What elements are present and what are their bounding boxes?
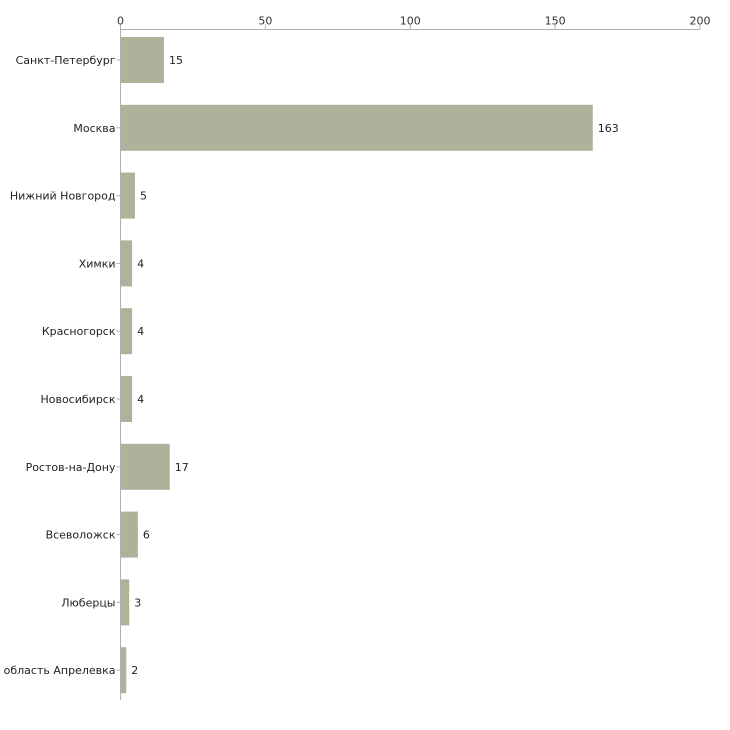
data-label: 5 (140, 190, 147, 203)
category-label: Химки (79, 257, 116, 270)
category-label: Санкт-Петербург (16, 54, 116, 67)
bar (120, 308, 133, 355)
bars: 15 163 5 4 4 4 17 6 3 2 (120, 37, 619, 694)
data-label: 17 (175, 461, 189, 474)
x-axis: 0 50 100 150 200 (117, 15, 711, 30)
bar (120, 37, 164, 83)
data-label: 6 (143, 529, 150, 542)
bar (120, 172, 135, 219)
category-labels: Санкт-Петербург Москва Нижний Новгород Химк… (0, 54, 116, 677)
category-label: Ростов-на-Дону (26, 461, 116, 474)
data-label: 4 (137, 393, 144, 406)
bar (120, 104, 593, 151)
bar (120, 511, 138, 558)
x-tick-label: 0 (117, 15, 124, 28)
category-label: Москва (73, 122, 115, 135)
data-label: 4 (137, 325, 144, 338)
x-tick-label: 200 (690, 15, 711, 28)
y-axis (116, 29, 121, 700)
data-label: 3 (134, 596, 141, 609)
bar (120, 647, 127, 694)
bar (120, 240, 133, 287)
x-tick-label: 100 (400, 15, 421, 28)
category-label: Всеволожск (46, 529, 116, 542)
category-label: Красногорск (42, 325, 116, 338)
category-label: Нижний Новгород (10, 190, 116, 203)
bar (120, 443, 170, 490)
bar (120, 376, 133, 422)
x-tick-label: 50 (258, 15, 272, 28)
data-label: 163 (598, 122, 619, 135)
data-label: 15 (169, 54, 183, 67)
data-label: 4 (137, 257, 144, 270)
bar (120, 579, 130, 626)
data-label: 2 (131, 664, 138, 677)
category-label: Люберцы (61, 596, 115, 609)
category-label: Новосибирск (40, 393, 115, 406)
category-label: Московская область Апрелевка (0, 664, 116, 677)
x-tick-label: 150 (545, 15, 566, 28)
